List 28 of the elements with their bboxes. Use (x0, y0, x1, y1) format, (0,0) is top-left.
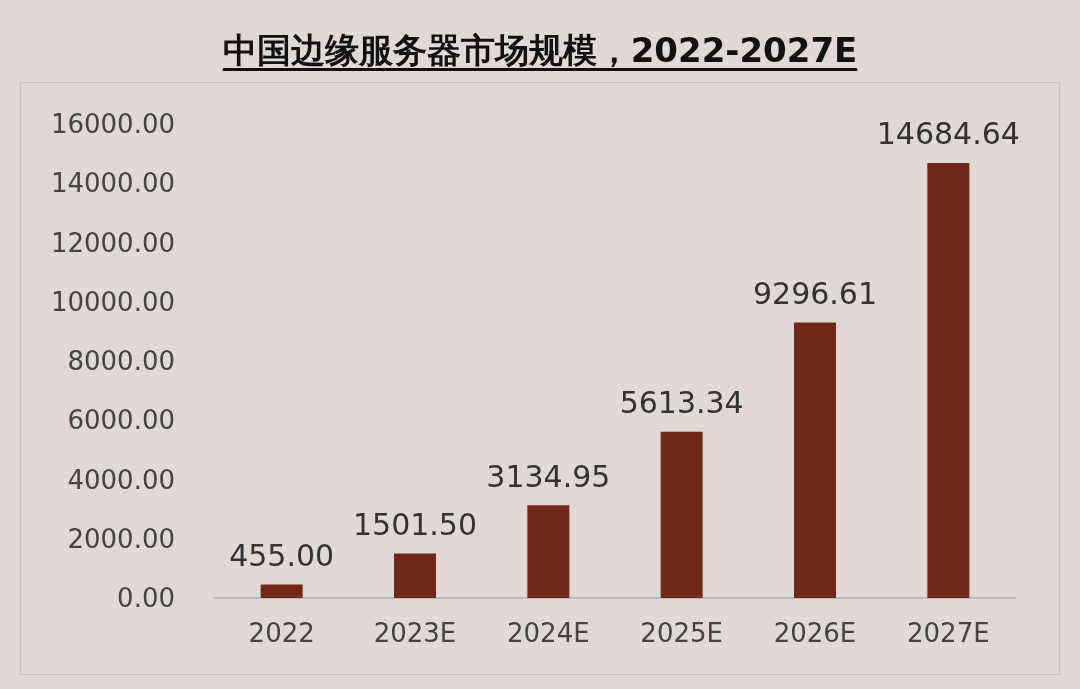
bar (660, 431, 703, 598)
y-tick-label: 10000.00 (50, 286, 175, 317)
bar (927, 162, 970, 598)
bar (794, 322, 836, 598)
x-tick-label: 2022 (248, 618, 315, 648)
y-tick-label: 12000.00 (50, 227, 175, 258)
x-tick-label: 2025E (640, 618, 723, 648)
chart-title: 中国边缘服务器市场规模，2022-2027E (221, 29, 859, 72)
y-tick-label: 4000.00 (67, 464, 175, 495)
x-tick-label: 2024E (507, 618, 590, 648)
data-label: 5613.34 (619, 385, 744, 421)
y-tick-label: 14000.00 (50, 168, 175, 199)
y-tick-label: 6000.00 (67, 405, 175, 436)
data-label: 3134.95 (486, 458, 611, 494)
y-tick-label: 2000.00 (67, 523, 175, 554)
x-tick-label: 2026E (773, 618, 857, 648)
data-label: 1501.50 (352, 507, 478, 543)
bar (260, 584, 303, 598)
data-label: 14684.64 (876, 116, 1020, 152)
y-tick-label: 8000.00 (67, 346, 175, 376)
data-label: 455.00 (229, 538, 335, 574)
x-tick-label: 2027E (907, 618, 990, 648)
y-tick-label: 16000.00 (50, 109, 175, 139)
data-label: 9296.61 (752, 276, 878, 312)
y-tick-label: 0.00 (117, 583, 175, 613)
bar (527, 505, 570, 598)
x-tick-label: 2023E (373, 618, 457, 648)
bar (394, 553, 436, 598)
